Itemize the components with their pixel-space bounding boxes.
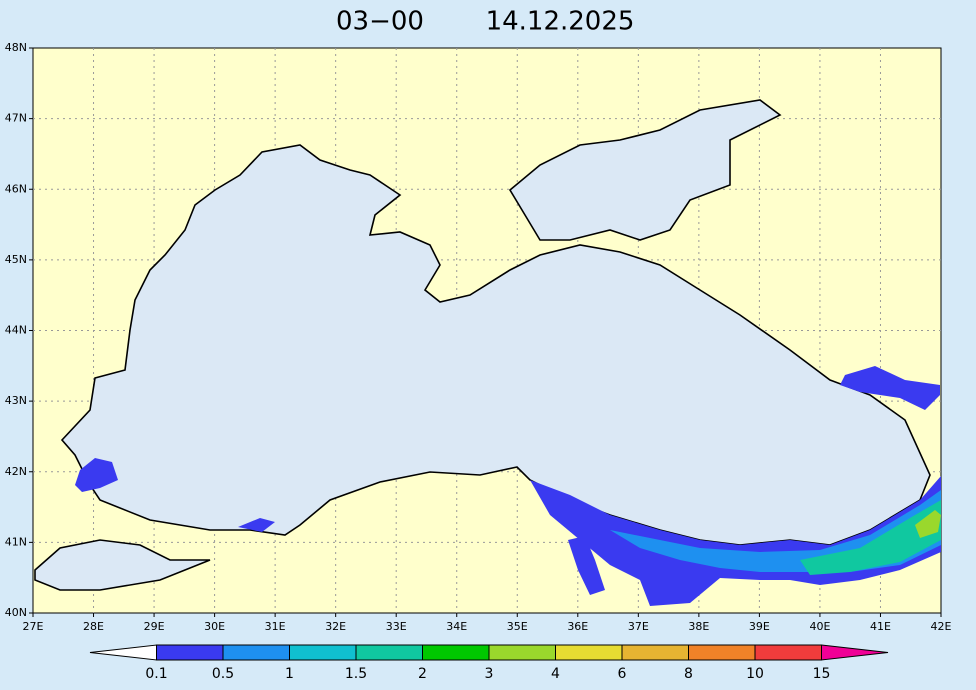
lon-label: 37E [628, 620, 649, 633]
wave-area [530, 476, 941, 606]
lat-label: 45N [5, 253, 27, 266]
colorbar-box [289, 644, 357, 661]
lon-label: 34E [446, 620, 467, 633]
title-time: 03−00 [336, 7, 424, 37]
lon-label: 32E [325, 620, 346, 633]
sea-of-azov [508, 99, 782, 241]
lon-label: 40E [809, 620, 830, 633]
wave-area [75, 458, 118, 492]
lon-label: 27E [23, 620, 44, 633]
colorbar-box [355, 644, 423, 661]
colorbar-label: 6 [618, 666, 627, 682]
lon-label: 41E [870, 620, 891, 633]
lon-label: 36E [567, 620, 588, 633]
lat-label: 42N [5, 465, 27, 478]
colorbar-label: 1.5 [345, 666, 367, 682]
colorbar-label: 15 [813, 666, 831, 682]
colorbar-label: 8 [684, 666, 693, 682]
wave-area [840, 366, 940, 410]
colorbar-label: 1 [285, 666, 294, 682]
lat-label: 41N [5, 535, 27, 548]
colorbar-arrow [821, 644, 889, 661]
axes: 27E 28E 29E 30E 31E 32E 33E 34E 35E 36E 37E 38E 39E 4… [5, 41, 952, 633]
lon-label: 30E [204, 620, 225, 633]
colorbar-label: 2 [418, 666, 427, 682]
lat-label: 46N [5, 182, 27, 195]
colorbar-label: 4 [551, 666, 560, 682]
colorbar-box [688, 644, 756, 661]
colorbar-label: 0.5 [212, 666, 234, 682]
lat-label: 48N [5, 41, 27, 54]
title-date: 14.12.2025 [486, 7, 635, 37]
wave-area [800, 500, 941, 575]
colorbar-label: 10 [746, 666, 764, 682]
lon-label: 29E [144, 620, 165, 633]
black-sea [60, 144, 931, 546]
colorbar-box [754, 644, 822, 661]
lon-label: 33E [386, 620, 407, 633]
lat-label: 47N [5, 112, 27, 125]
colorbar-label: 0.1 [145, 666, 167, 682]
colorbar-box [621, 644, 689, 661]
wave-field [75, 366, 941, 606]
colorbar-box [222, 644, 290, 661]
colorbar: 0.1 0.5 1 1.5 2 3 4 6 8 10 15 [89, 644, 889, 682]
colorbar-box [422, 644, 490, 661]
colorbar-box [555, 644, 623, 661]
wave-area [915, 510, 941, 538]
lon-label: 31E [265, 620, 286, 633]
lat-label: 40N [5, 606, 27, 619]
lon-label: 38E [688, 620, 709, 633]
wave-area [568, 536, 605, 595]
colorbar-box [488, 644, 556, 661]
lon-label: 39E [749, 620, 770, 633]
lon-label: 28E [83, 620, 104, 633]
lat-label: 43N [5, 394, 27, 407]
lat-label: 44N [5, 324, 27, 337]
lon-label: 42E [931, 620, 952, 633]
sea-of-marmara [34, 539, 211, 591]
colorbar-box [156, 644, 224, 661]
lon-label: 35E [507, 620, 528, 633]
colorbar-arrow [89, 644, 157, 661]
colorbar-label: 3 [485, 666, 494, 682]
wave-area [238, 518, 275, 532]
seas [34, 99, 931, 591]
